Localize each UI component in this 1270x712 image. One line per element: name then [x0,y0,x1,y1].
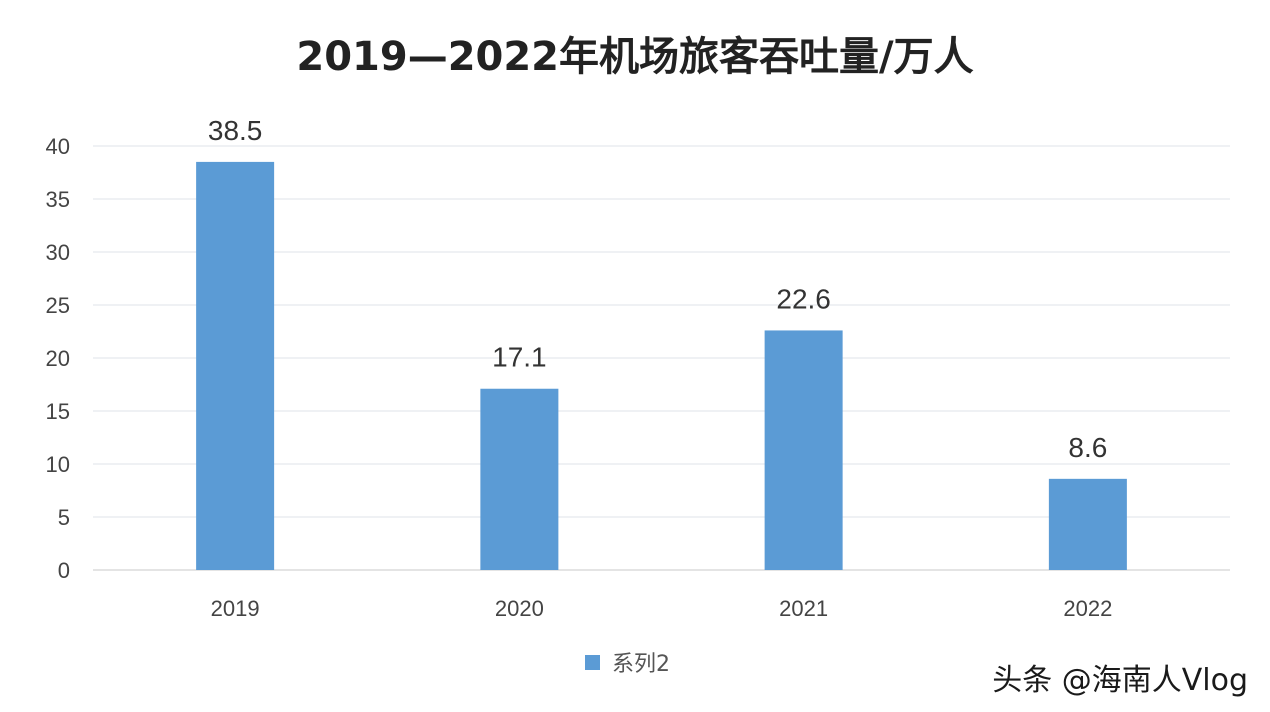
data-label-2020: 17.1 [492,342,547,373]
gridlines [93,145,1230,571]
bar-2020 [480,388,559,570]
bar-2019 [196,161,275,570]
y-tick-label: 35 [46,187,70,212]
x-category-label: 2021 [779,596,828,621]
data-label-2022: 8.6 [1068,432,1107,463]
data-label-2019: 38.5 [208,115,263,146]
x-category-label: 2022 [1063,596,1112,621]
y-tick-label: 20 [46,346,70,371]
x-category-label: 2020 [495,596,544,621]
bar-2021 [764,330,843,570]
data-labels: 38.5 17.1 22.6 8.6 [208,115,1107,463]
legend-swatch [585,655,600,670]
x-axis-categories: 2019 2020 2021 2022 [211,596,1113,621]
legend: 系列2 [585,652,670,677]
data-label-2021: 22.6 [776,283,831,314]
y-tick-label: 5 [58,505,70,530]
y-tick-label: 15 [46,399,70,424]
watermark: 头条 @海南人Vlog [992,663,1248,698]
bars [196,161,1127,570]
x-category-label: 2019 [211,596,260,621]
y-axis-ticks: 0 5 10 15 20 25 30 35 40 [46,134,70,583]
chart-title: 2019—2022年机场旅客吞吐量/万人 [296,34,973,80]
y-tick-label: 40 [46,134,70,159]
y-tick-label: 10 [46,452,70,477]
legend-label: 系列2 [612,652,670,677]
y-tick-label: 30 [46,240,70,265]
bar-2022 [1048,478,1127,570]
y-tick-label: 25 [46,293,70,318]
y-tick-label: 0 [58,558,70,583]
